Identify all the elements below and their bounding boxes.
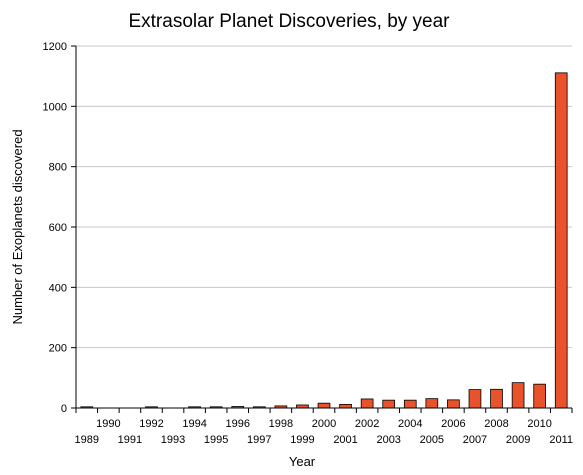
bar-2008: [490, 388, 503, 409]
x-tick-label: 2002: [355, 418, 379, 430]
y-tick-label: 400: [49, 282, 67, 294]
y-tick-label: 800: [49, 162, 67, 174]
bar-2006: [447, 399, 460, 409]
x-tick-label: 2006: [441, 418, 465, 430]
bars: [80, 72, 568, 409]
bar-2003: [382, 399, 396, 409]
x-tick-label: 2007: [463, 434, 487, 446]
grid: [76, 45, 572, 349]
x-tick-label: 2009: [506, 434, 530, 446]
x-tick-label: 2003: [376, 434, 400, 446]
y-tick-label: 600: [49, 222, 67, 234]
bar-2011: [554, 72, 568, 409]
y-tick-label: 1000: [43, 101, 67, 113]
x-tick-label: 1989: [75, 434, 99, 446]
x-tick-label: 2008: [484, 418, 508, 430]
x-tick-label: 1992: [139, 418, 163, 430]
x-tick-label: 1991: [118, 434, 142, 446]
y-axis-label: Number of Exoplanets discovered: [10, 129, 25, 324]
bar-2002: [360, 398, 374, 409]
y-tick-label: 0: [61, 403, 67, 415]
bar-2007: [468, 389, 482, 409]
y-axis-ticks: 0 200 400 600 800 1000 1200: [43, 41, 76, 415]
bar-2000: [317, 402, 331, 409]
x-tick-label: 1997: [247, 434, 271, 446]
x-tick-label: 1999: [290, 434, 314, 446]
x-tick-label: 2005: [420, 434, 444, 446]
bar-2010: [533, 383, 546, 409]
x-tick-label: 1994: [182, 418, 206, 430]
x-tick-label: 2011: [549, 434, 573, 446]
x-tick-label: 1998: [269, 418, 293, 430]
x-tick-label: 2010: [527, 418, 551, 430]
y-tick-label: 200: [49, 343, 67, 355]
bar-2009: [511, 382, 525, 409]
x-tick-label: 2001: [333, 434, 357, 446]
bar-2001: [339, 403, 352, 409]
x-tick-label: 1996: [225, 418, 249, 430]
x-tick-label: 1995: [204, 434, 228, 446]
x-tick-label: 1993: [161, 434, 185, 446]
bar-2004: [403, 399, 417, 409]
x-axis-ticks: 1989 1990 1991 1992 1993 1994 1995 1996 1997 1998…: [75, 408, 573, 446]
bar-2005: [425, 398, 439, 409]
x-tick-label: 1990: [96, 418, 120, 430]
x-tick-label: 2000: [312, 418, 336, 430]
chart-title: Extrasolar Planet Discoveries, by year: [128, 11, 450, 32]
x-axis-label: Year: [289, 454, 316, 469]
x-tick-label: 2004: [398, 418, 422, 430]
y-tick-label: 1200: [43, 41, 67, 53]
